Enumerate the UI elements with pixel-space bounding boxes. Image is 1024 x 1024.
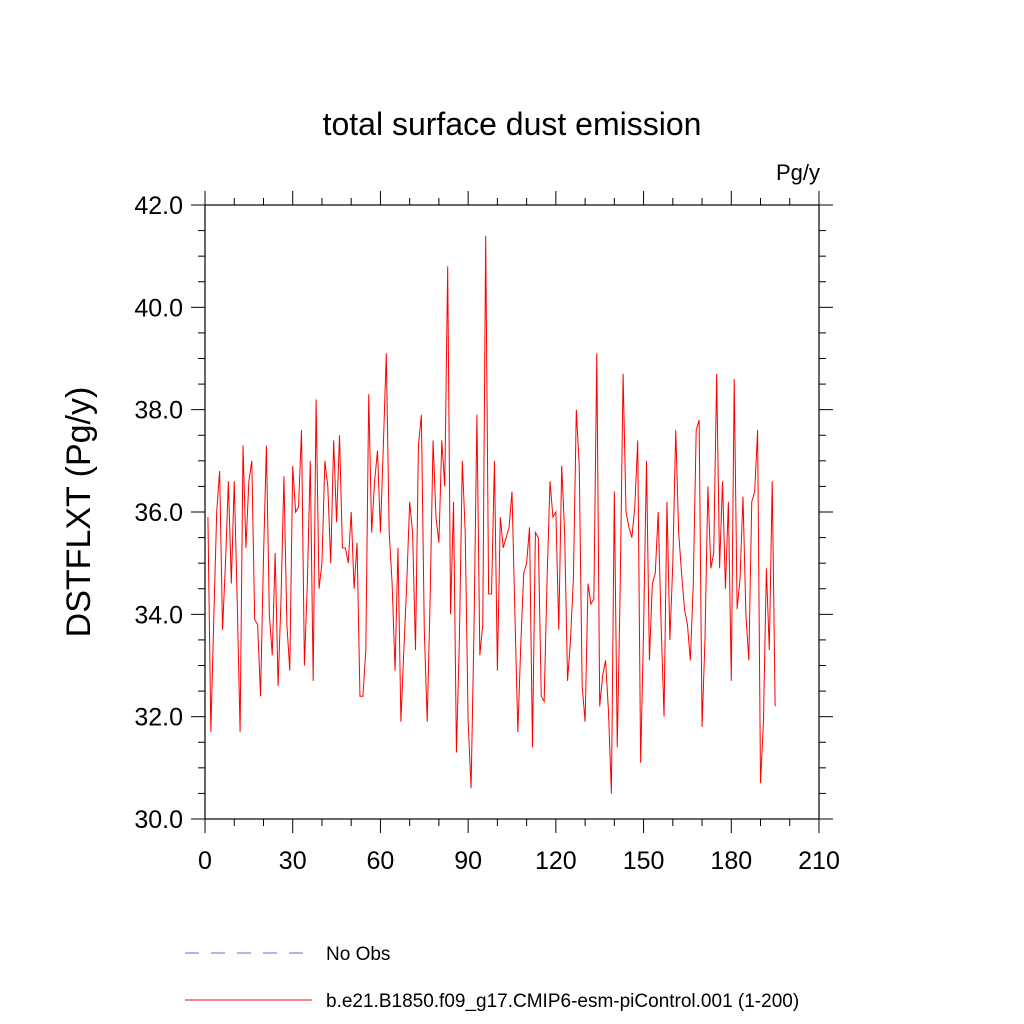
y-tick-label: 36.0 bbox=[134, 499, 183, 527]
x-tick-label: 150 bbox=[623, 847, 665, 875]
plot-frame bbox=[204, 204, 820, 820]
series-layer bbox=[207, 235, 776, 794]
y-axis-label: DSTFLXT (Pg/y) bbox=[60, 387, 98, 638]
x-tick-label: 210 bbox=[798, 847, 840, 875]
legend-label: No Obs bbox=[326, 944, 390, 965]
chart-title: total surface dust emission bbox=[323, 106, 702, 142]
axis-ticks: 0 30 60 90 120 150 180 210 30.0 32.0 34.0 36.0 38.0 4… bbox=[134, 191, 840, 875]
y-tick-label: 32.0 bbox=[134, 704, 183, 732]
x-tick-label: 30 bbox=[279, 847, 307, 875]
y-tick-label: 30.0 bbox=[134, 806, 183, 834]
y-tick-label: 38.0 bbox=[134, 397, 183, 425]
legend: No Obs b.e21.B1850.f09_g17.CMIP6-esm-piCo… bbox=[185, 944, 799, 1012]
y-tick-label: 34.0 bbox=[134, 601, 183, 629]
x-tick-label: 90 bbox=[454, 847, 482, 875]
x-tick-label: 60 bbox=[367, 847, 395, 875]
series-line bbox=[207, 235, 776, 794]
x-tick-label: 180 bbox=[710, 847, 752, 875]
units-label: Pg/y bbox=[776, 160, 820, 185]
y-tick-label: 42.0 bbox=[134, 192, 183, 220]
x-tick-label: 0 bbox=[198, 847, 212, 875]
y-tick-label: 40.0 bbox=[134, 294, 183, 322]
legend-label: b.e21.B1850.f09_g17.CMIP6-esm-piControl.… bbox=[326, 991, 799, 1012]
x-tick-label: 120 bbox=[535, 847, 577, 875]
